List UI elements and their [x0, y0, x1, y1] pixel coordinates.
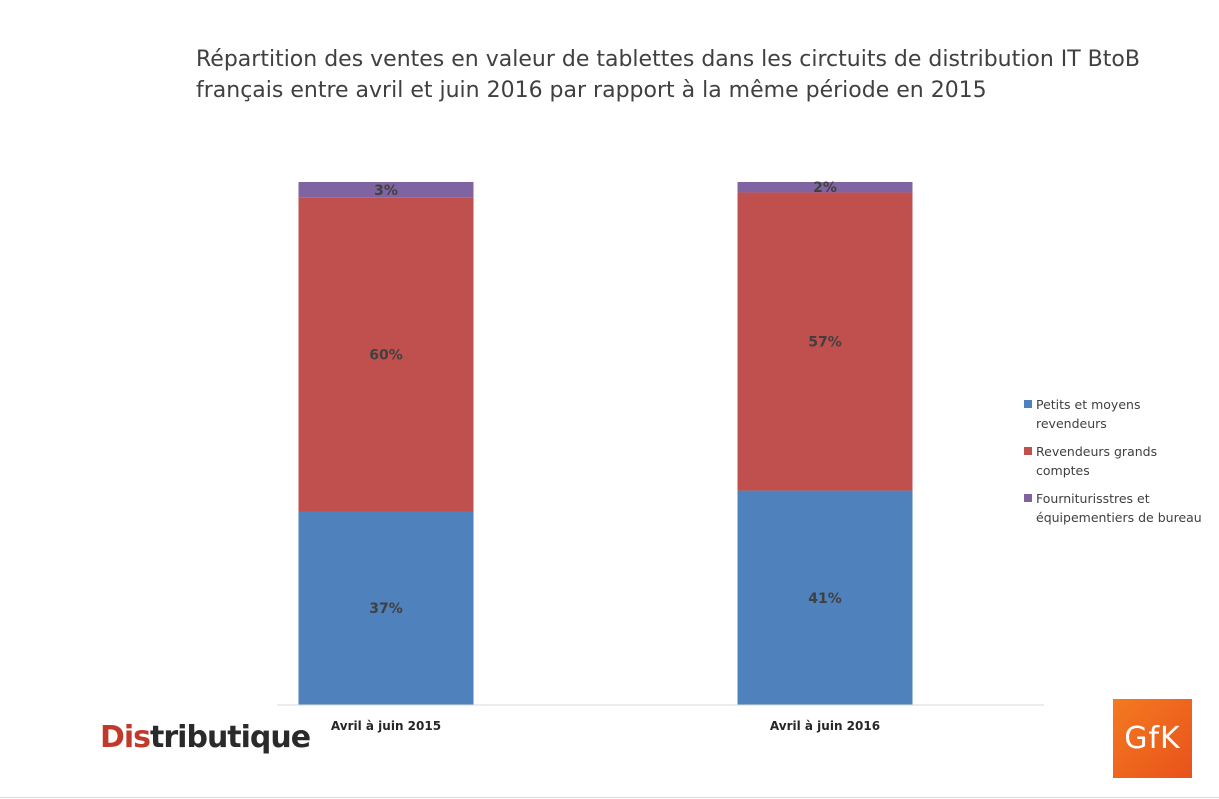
chart-title: Répartition des ventes en valeur de tabl…	[196, 44, 1156, 106]
chart-title-line-2: français entre avril et juin 2016 par ra…	[196, 78, 987, 103]
legend-label-line: comptes	[1036, 463, 1090, 478]
distributique-logo: Distributique	[100, 720, 311, 755]
legend-label: Revendeurs grands comptes	[1036, 442, 1157, 480]
legend-label: Fourniturisstres et équipementiers de bu…	[1036, 489, 1202, 527]
bar-segment-1-1	[298, 511, 474, 705]
legend-item-fourniturisstres: Fourniturisstres et équipementiers de bu…	[1024, 489, 1214, 527]
bar-segment-3-1	[298, 182, 474, 198]
data-label: 60%	[369, 348, 403, 364]
legend-item-grands-comptes: Revendeurs grands comptes	[1024, 442, 1214, 480]
distributique-logo-red: Dis	[100, 720, 151, 755]
bar-segment-2-1	[298, 197, 474, 512]
legend-label: Petits et moyens revendeurs	[1036, 395, 1140, 433]
bar-segment-3-2	[737, 182, 913, 193]
data-label: 57%	[808, 335, 842, 351]
gfk-logo-text: GfK	[1124, 721, 1181, 756]
legend-label-line: Petits et moyens	[1036, 397, 1141, 412]
legend-label-line: équipementiers de bureau	[1036, 510, 1202, 525]
legend-label-line: Revendeurs grands	[1036, 444, 1158, 459]
bars-group: 37% 60% 3% 41% 57% 2%	[298, 180, 913, 705]
bar-segment-1-2	[737, 490, 913, 705]
chart-title-line-1: Répartition des ventes en valeur de tabl…	[196, 47, 1140, 72]
legend-label-line: revendeurs	[1036, 416, 1107, 431]
bar-segment-2-2	[737, 192, 913, 491]
gfk-logo: GfK	[1113, 699, 1192, 778]
bottom-divider	[0, 797, 1219, 798]
category-label: Avril à juin 2015	[331, 719, 441, 733]
data-label: 37%	[369, 601, 403, 617]
legend-swatch	[1024, 400, 1032, 408]
distributique-logo-rest: tributique	[150, 720, 311, 755]
category-label: Avril à juin 2016	[770, 719, 880, 733]
legend-label-line: Fourniturisstres et	[1036, 491, 1150, 506]
legend-swatch	[1024, 494, 1032, 502]
data-label: 3%	[374, 183, 398, 199]
data-label: 41%	[808, 591, 842, 607]
data-label: 2%	[813, 180, 837, 196]
legend-swatch	[1024, 447, 1032, 455]
legend-item-petits-moyens: Petits et moyens revendeurs	[1024, 395, 1214, 433]
legend: Petits et moyens revendeurs Revendeurs g…	[1024, 395, 1214, 536]
category-labels: Avril à juin 2015 Avril à juin 2016	[331, 719, 880, 733]
